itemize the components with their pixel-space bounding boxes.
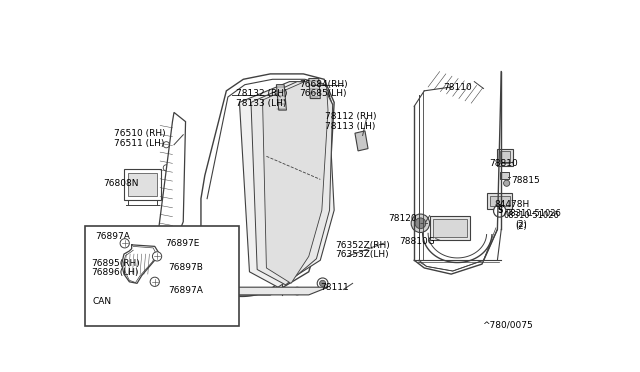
Circle shape (152, 252, 162, 261)
Text: 76897B: 76897B (168, 263, 203, 272)
Text: 76895(RH): 76895(RH) (91, 259, 140, 268)
Circle shape (293, 287, 301, 295)
Text: 78110: 78110 (444, 83, 472, 92)
Text: 78133 (LH): 78133 (LH) (236, 99, 286, 108)
Bar (497, 148, 513, 166)
Bar (128, 173, 157, 196)
Text: 76897E: 76897E (164, 240, 199, 248)
Circle shape (150, 277, 159, 286)
Circle shape (120, 239, 129, 248)
Bar (488, 193, 512, 209)
Text: 76685(LH): 76685(LH) (300, 89, 347, 98)
Text: 78810: 78810 (490, 158, 518, 168)
Text: S: S (497, 206, 502, 215)
Text: 78810G: 78810G (399, 237, 435, 246)
Text: 76897A: 76897A (168, 286, 203, 295)
Circle shape (319, 280, 326, 286)
Text: 78815: 78815 (511, 176, 540, 185)
Bar (490, 196, 509, 206)
Text: 08310-51026: 08310-51026 (504, 211, 559, 220)
Polygon shape (308, 78, 320, 99)
Polygon shape (251, 81, 333, 285)
Text: 76897A: 76897A (95, 232, 131, 241)
Text: 76684(RH): 76684(RH) (300, 80, 348, 89)
Bar (86, 225, 239, 326)
Circle shape (493, 205, 506, 217)
Bar (431, 216, 470, 240)
Polygon shape (262, 81, 328, 283)
Text: 76808N: 76808N (103, 179, 139, 188)
Circle shape (163, 211, 170, 217)
Polygon shape (239, 81, 334, 287)
Text: 76353Z(LH): 76353Z(LH) (336, 250, 389, 259)
Bar (500, 151, 511, 163)
Polygon shape (276, 85, 287, 110)
Polygon shape (205, 287, 328, 295)
Circle shape (163, 192, 170, 198)
Bar (433, 219, 467, 237)
Text: 78112 (RH): 78112 (RH) (325, 112, 376, 121)
Bar (500, 172, 509, 179)
Circle shape (317, 278, 328, 289)
Circle shape (163, 165, 170, 171)
Text: 76511 (LH): 76511 (LH) (114, 139, 164, 148)
Text: 84478H: 84478H (494, 200, 529, 209)
Text: 76896(LH): 76896(LH) (91, 268, 138, 277)
Text: CAN: CAN (92, 297, 111, 306)
Text: 78120: 78120 (388, 214, 417, 223)
Text: ^780/0075: ^780/0075 (482, 320, 532, 329)
Polygon shape (355, 131, 368, 151)
Text: 78132 (RH): 78132 (RH) (236, 89, 287, 98)
Text: 76352Z(RH): 76352Z(RH) (336, 241, 390, 250)
Text: 08310-51026: 08310-51026 (506, 209, 562, 218)
Text: (2): (2) (515, 220, 527, 229)
Circle shape (411, 214, 429, 232)
Circle shape (163, 142, 170, 148)
Text: 76510 (RH): 76510 (RH) (114, 129, 166, 138)
Text: (2): (2) (515, 222, 527, 231)
Polygon shape (201, 74, 334, 295)
Circle shape (415, 218, 426, 229)
Bar (124, 169, 161, 200)
Text: 78113 (LH): 78113 (LH) (325, 122, 375, 131)
Text: 78111: 78111 (320, 283, 349, 292)
Circle shape (356, 137, 364, 145)
Polygon shape (159, 112, 186, 249)
Circle shape (504, 180, 509, 186)
